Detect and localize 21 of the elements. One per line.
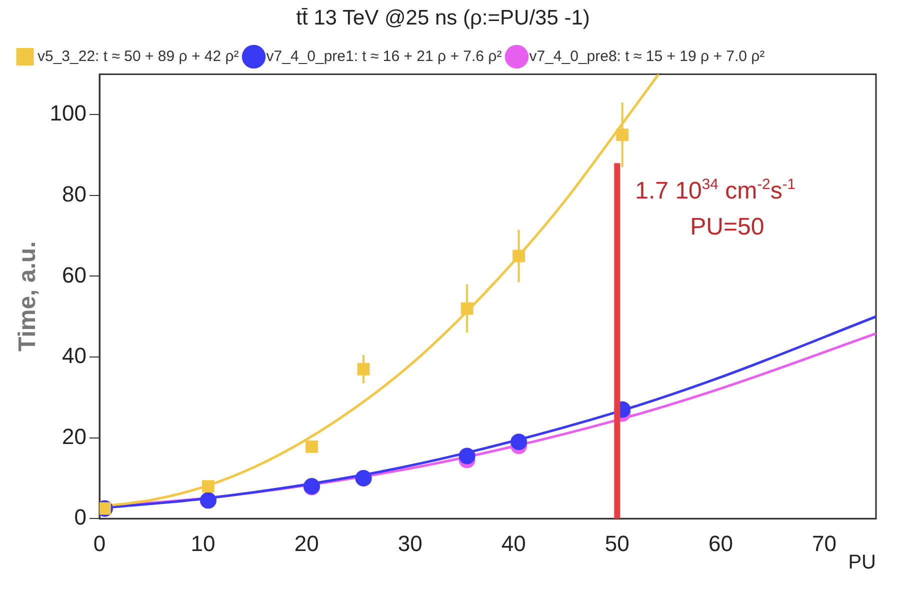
y-tick-label: 80 (62, 181, 87, 206)
x-tick-label: 60 (708, 530, 733, 556)
legend-label: v7_4_0_pre8: t ≈ 15 + 19 ρ + 7.0 ρ² (529, 48, 765, 65)
y-tick-label: 40 (62, 343, 87, 368)
y-tick-label: 20 (62, 424, 87, 449)
x-tick-label: 70 (812, 530, 836, 556)
x-tick-label: 40 (501, 530, 526, 556)
x-tick-label: 20 (294, 530, 319, 556)
y-tick-label: 0 (74, 504, 87, 530)
annotation: PU=50 (690, 214, 764, 241)
x-tick-label: 0 (93, 530, 106, 556)
chart-title: tt̄ 13 TeV @25 ns (ρ:=PU/35 -1) (296, 6, 590, 30)
x-tick-label: 50 (604, 530, 630, 556)
y-tick-label: 60 (62, 262, 87, 288)
x-axis-title: PU (848, 552, 876, 574)
y-tick-label: 100 (50, 100, 87, 126)
x-tick-label: 10 (190, 530, 216, 556)
y-axis-title: Time, a.u. (14, 241, 42, 352)
legend-label: v5_3_22: t ≈ 50 + 89 ρ + 42 ρ² (38, 48, 239, 65)
x-tick-label: 30 (398, 530, 422, 556)
legend-label: v7_4_0_pre1: t ≈ 16 + 21 ρ + 7.6 ρ² (266, 48, 502, 65)
